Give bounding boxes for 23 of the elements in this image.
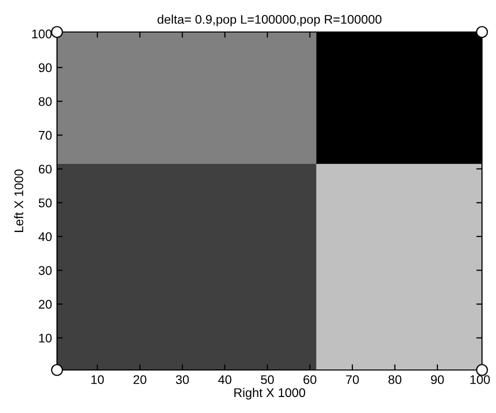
x-axis-title: Right X 1000 <box>234 388 306 400</box>
x-tick-label: 30 <box>176 375 189 384</box>
x-tick-label: 50 <box>260 375 274 384</box>
y-tick-label: 70 <box>38 130 52 140</box>
y-axis-title: Left X 1000 <box>14 170 24 232</box>
x-tick-label: 60 <box>304 375 316 384</box>
x-tick-label: 20 <box>134 375 146 384</box>
y-tick-label: 30 <box>38 266 52 275</box>
x-tick-label: 10 <box>91 375 104 384</box>
y-tick-label: 20 <box>38 300 52 309</box>
y-tick-label: 50 <box>38 198 52 208</box>
x-tick-label: 100 <box>470 375 490 384</box>
y-tick-label: 60 <box>38 164 52 174</box>
x-tick-label: 70 <box>346 375 359 384</box>
x-tick-label: 90 <box>431 375 444 384</box>
y-tick-label: 10 <box>39 334 52 343</box>
x-tick-label: 80 <box>388 375 402 384</box>
y-tick-label: 100 <box>32 29 52 38</box>
y-tick-label: 90 <box>38 63 52 72</box>
y-tick-label: 80 <box>38 97 52 106</box>
x-tick-label: 40 <box>218 375 232 384</box>
y-tick-label: 40 <box>38 232 52 242</box>
chart-title: delta= 0.9,pop L=100000,pop R=100000 <box>158 14 382 26</box>
